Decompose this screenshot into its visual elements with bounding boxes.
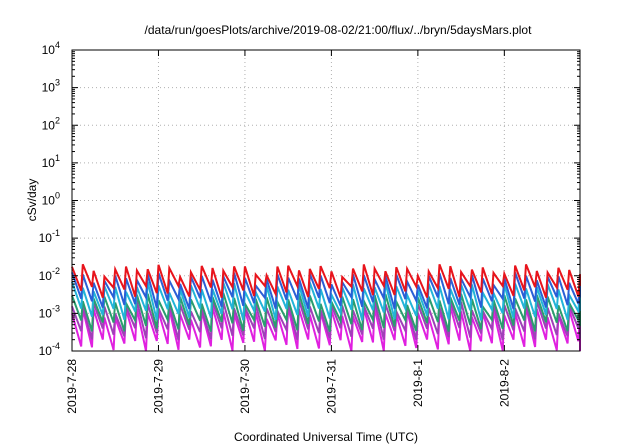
y-tick-exponent: 1 bbox=[55, 153, 60, 163]
x-axis: 2019-7-28 2019-7-29 2019-7-30 2019-7-31 2019… bbox=[65, 50, 511, 414]
y-tick-base: 10 bbox=[39, 269, 53, 283]
y-tick-exponent: -2 bbox=[52, 266, 60, 276]
x-tick-label: 2019-8-2 bbox=[497, 359, 511, 407]
y-tick-label: 10-3 bbox=[39, 303, 60, 320]
y-tick-exponent: 2 bbox=[55, 115, 60, 125]
y-tick-exponent: -4 bbox=[52, 341, 60, 351]
y-axis-label: cSv/day bbox=[25, 179, 39, 222]
y-tick-label: 101 bbox=[42, 153, 60, 170]
x-tick-label: 2019-7-31 bbox=[324, 359, 338, 414]
y-tick-label: 10-2 bbox=[39, 266, 60, 283]
y-tick-base: 10 bbox=[42, 43, 56, 57]
y-tick-label: 10-1 bbox=[39, 228, 60, 245]
y-tick-base: 10 bbox=[42, 118, 56, 132]
y-tick-exponent: -3 bbox=[52, 303, 60, 313]
y-tick-label: 100 bbox=[42, 191, 60, 208]
chart-title: /data/run/goesPlots/archive/2019-08-02/2… bbox=[145, 23, 533, 37]
y-tick-base: 10 bbox=[42, 156, 56, 170]
y-tick-base: 10 bbox=[39, 344, 53, 358]
x-tick-label: 2019-8-1 bbox=[411, 359, 425, 407]
y-tick-label: 103 bbox=[42, 78, 60, 95]
series-group bbox=[71, 263, 581, 352]
y-tick-base: 10 bbox=[42, 81, 56, 95]
y-tick-label: 104 bbox=[42, 40, 60, 57]
series-line bbox=[71, 263, 581, 299]
x-tick-label: 2019-7-29 bbox=[151, 359, 165, 414]
y-tick-base: 10 bbox=[42, 194, 56, 208]
y-tick-exponent: 0 bbox=[55, 191, 60, 201]
x-tick-label: 2019-7-28 bbox=[65, 359, 79, 414]
y-tick-exponent: -1 bbox=[52, 228, 60, 238]
y-tick-exponent: 3 bbox=[55, 78, 60, 88]
y-tick-base: 10 bbox=[39, 231, 53, 245]
x-axis-label: Coordinated Universal Time (UTC) bbox=[234, 430, 418, 444]
y-tick-label: 10-4 bbox=[39, 341, 60, 358]
x-tick-label: 2019-7-30 bbox=[238, 359, 252, 414]
y-tick-base: 10 bbox=[39, 306, 53, 320]
y-tick-label: 102 bbox=[42, 115, 60, 132]
y-tick-exponent: 4 bbox=[55, 40, 60, 50]
